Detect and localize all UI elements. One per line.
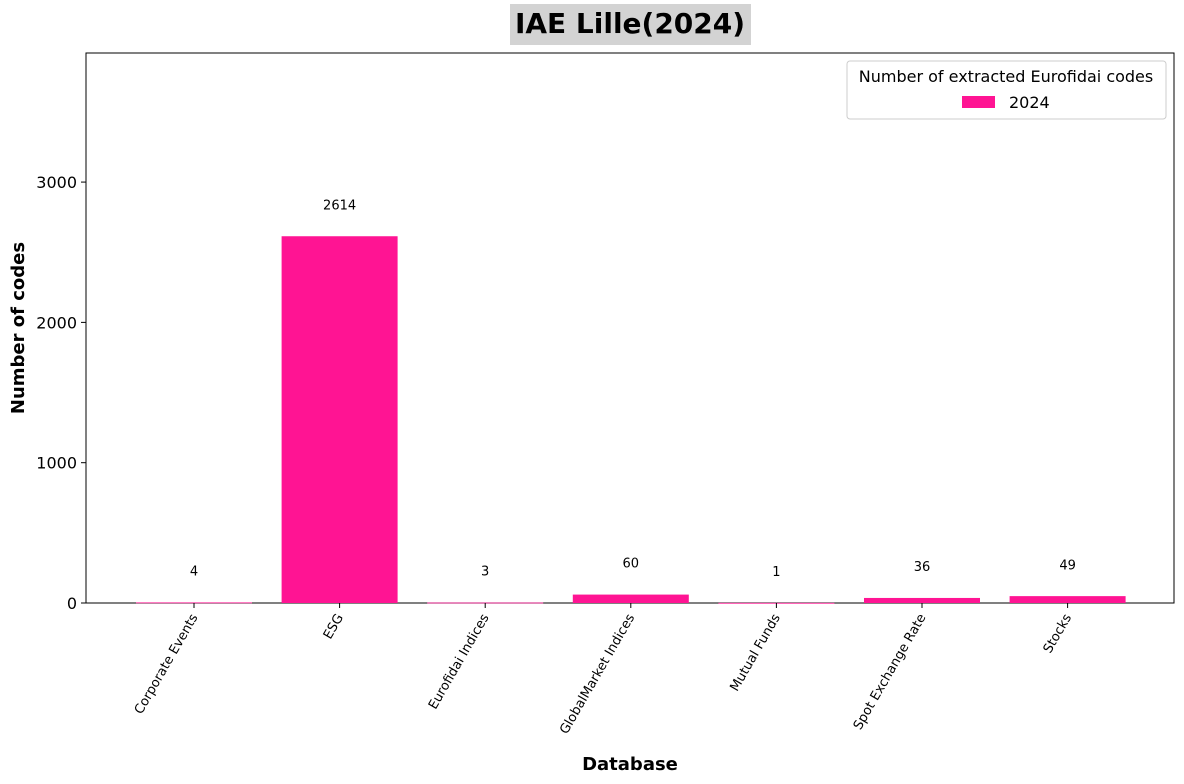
bar [136,602,252,604]
y-axis: 0 1000 2000 3000 [36,173,86,613]
data-label: 36 [914,560,931,575]
x-tick-label: Mutual Funds [727,611,783,694]
y-tick-label: 1000 [36,454,77,473]
x-tick-label: Corporate Events [132,611,202,717]
x-tick-label: Spot Exchange Rate [851,612,930,733]
bar [864,597,980,603]
y-tick-label: 3000 [36,173,77,192]
data-label: 2614 [323,198,356,213]
x-tick-label: GlobalMarket Indices [557,611,638,737]
x-axis: Corporate Events ESG Eurofidai Indices Glob… [132,603,1075,737]
data-label: 49 [1059,558,1076,573]
x-axis-label: Database [582,754,678,775]
legend: Number of extracted Eurofidai codes 2024 [846,60,1167,120]
chart-title: IAE Lille(2024) [515,7,745,40]
chart-title-group: IAE Lille(2024) [510,4,751,45]
bar [427,602,544,604]
legend-series-label: 2024 [1009,93,1050,112]
plot-area [85,52,1175,604]
legend-swatch [962,96,995,108]
chart-title-background [510,4,751,45]
y-axis-label: Number of codes [8,242,29,414]
data-label: 3 [481,565,489,580]
x-tick-label: Stocks [1041,611,1075,656]
bar [572,594,689,603]
legend-title: Number of extracted Eurofidai codes [859,67,1153,86]
data-label: 60 [623,557,640,572]
y-tick-label: 0 [67,594,77,613]
bar [281,236,398,603]
legend-box [846,60,1167,120]
x-tick-label: ESG [321,612,347,642]
x-tick-label: Eurofidai Indices [426,611,493,712]
bars-group [136,236,1126,604]
bar [1009,596,1126,603]
data-label: 4 [190,565,198,580]
y-tick-label: 2000 [36,313,77,332]
data-label: 1 [772,565,780,580]
data-labels-group: 4 2614 3 60 1 36 49 [190,198,1076,580]
